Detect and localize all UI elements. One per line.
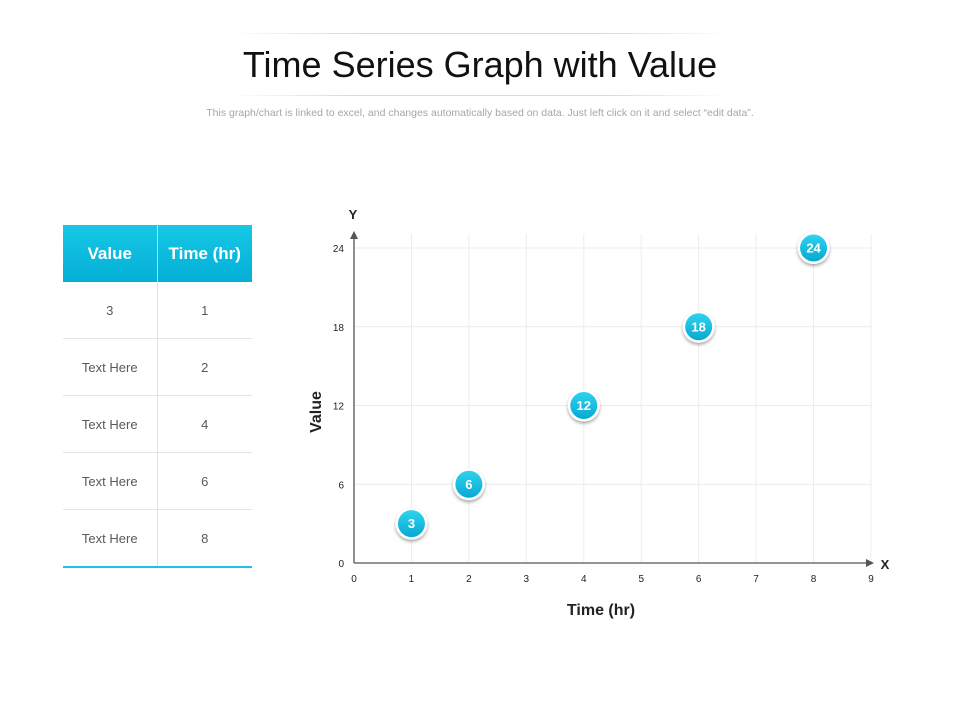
data-point: 6: [452, 468, 485, 501]
data-point-label: 24: [806, 241, 821, 256]
x-tick-label: 6: [696, 574, 702, 585]
y-axis-letter: Y: [349, 207, 358, 222]
data-point-marker: [455, 470, 483, 498]
x-axis-arrow-icon: [866, 559, 874, 567]
table-row: Text Here 6: [63, 452, 252, 510]
title-rule-top: [230, 33, 730, 34]
table-cell-time: 2: [156, 338, 252, 396]
table-cell-time: 1: [156, 282, 252, 339]
table-cell-value: Text Here: [63, 395, 157, 453]
data-table: Value Time (hr) 3 1 Text Here 2 Text Her…: [63, 225, 252, 568]
data-point-label: 6: [465, 477, 472, 492]
table-cell-time: 4: [156, 395, 252, 453]
table-header-time: Time (hr): [156, 225, 252, 282]
table-cell-value: Text Here: [63, 338, 157, 396]
y-tick-label: 12: [333, 402, 345, 413]
table-row: 3 1: [63, 282, 252, 339]
data-point: 12: [567, 389, 600, 422]
table-cell-value: Text Here: [63, 452, 157, 510]
x-tick-label: 0: [351, 574, 357, 585]
x-tick-label: 1: [409, 574, 415, 585]
data-point-label: 18: [691, 319, 705, 334]
data-point: 3: [395, 507, 428, 540]
y-axis-arrow-icon: [350, 231, 358, 239]
x-axis-letter: X: [881, 557, 890, 572]
data-point-marker: [570, 392, 598, 419]
y-tick-label: 0: [338, 559, 344, 570]
y-tick-label: 18: [333, 323, 345, 334]
data-point-label: 3: [408, 516, 415, 531]
table-row: Text Here 4: [63, 395, 252, 453]
table-cell-time: 8: [156, 509, 252, 568]
grid: [354, 234, 872, 563]
table-row: Text Here 8: [63, 509, 252, 568]
data-point-marker: [397, 510, 425, 538]
data-point-marker: [685, 313, 713, 341]
x-tick-label: 8: [811, 574, 817, 585]
x-tick-label: 2: [466, 574, 472, 585]
x-tick-label: 3: [524, 574, 530, 585]
table-row: Text Here 2: [63, 338, 252, 396]
table-cell-value: Text Here: [63, 509, 157, 568]
data-point: 24: [797, 232, 830, 264]
x-tick-label: 7: [753, 574, 759, 585]
table-cell-time: 6: [156, 452, 252, 510]
page-title: Time Series Graph with Value: [242, 44, 718, 85]
y-axis-title: Value: [308, 391, 325, 433]
data-point-marker: [800, 234, 828, 262]
y-tick-label: 24: [333, 244, 345, 255]
page-subtitle: This graph/chart is linked to excel, and…: [206, 107, 754, 119]
x-tick-label: 5: [638, 574, 644, 585]
y-tick-label: 6: [338, 480, 344, 491]
table-header-row: Value Time (hr): [63, 225, 252, 282]
x-axis-title: Time (hr): [567, 602, 635, 619]
axes: [350, 231, 874, 567]
data-points: 3 6 12 18 24: [395, 232, 830, 540]
table-cell-value: 3: [63, 282, 157, 339]
title-rule-bottom: [230, 95, 730, 96]
data-point: 18: [682, 310, 715, 343]
data-point-label: 12: [577, 398, 591, 413]
x-tick-label: 4: [581, 574, 587, 585]
x-tick-label: 9: [868, 574, 874, 585]
table-header-value: Value: [63, 225, 157, 282]
